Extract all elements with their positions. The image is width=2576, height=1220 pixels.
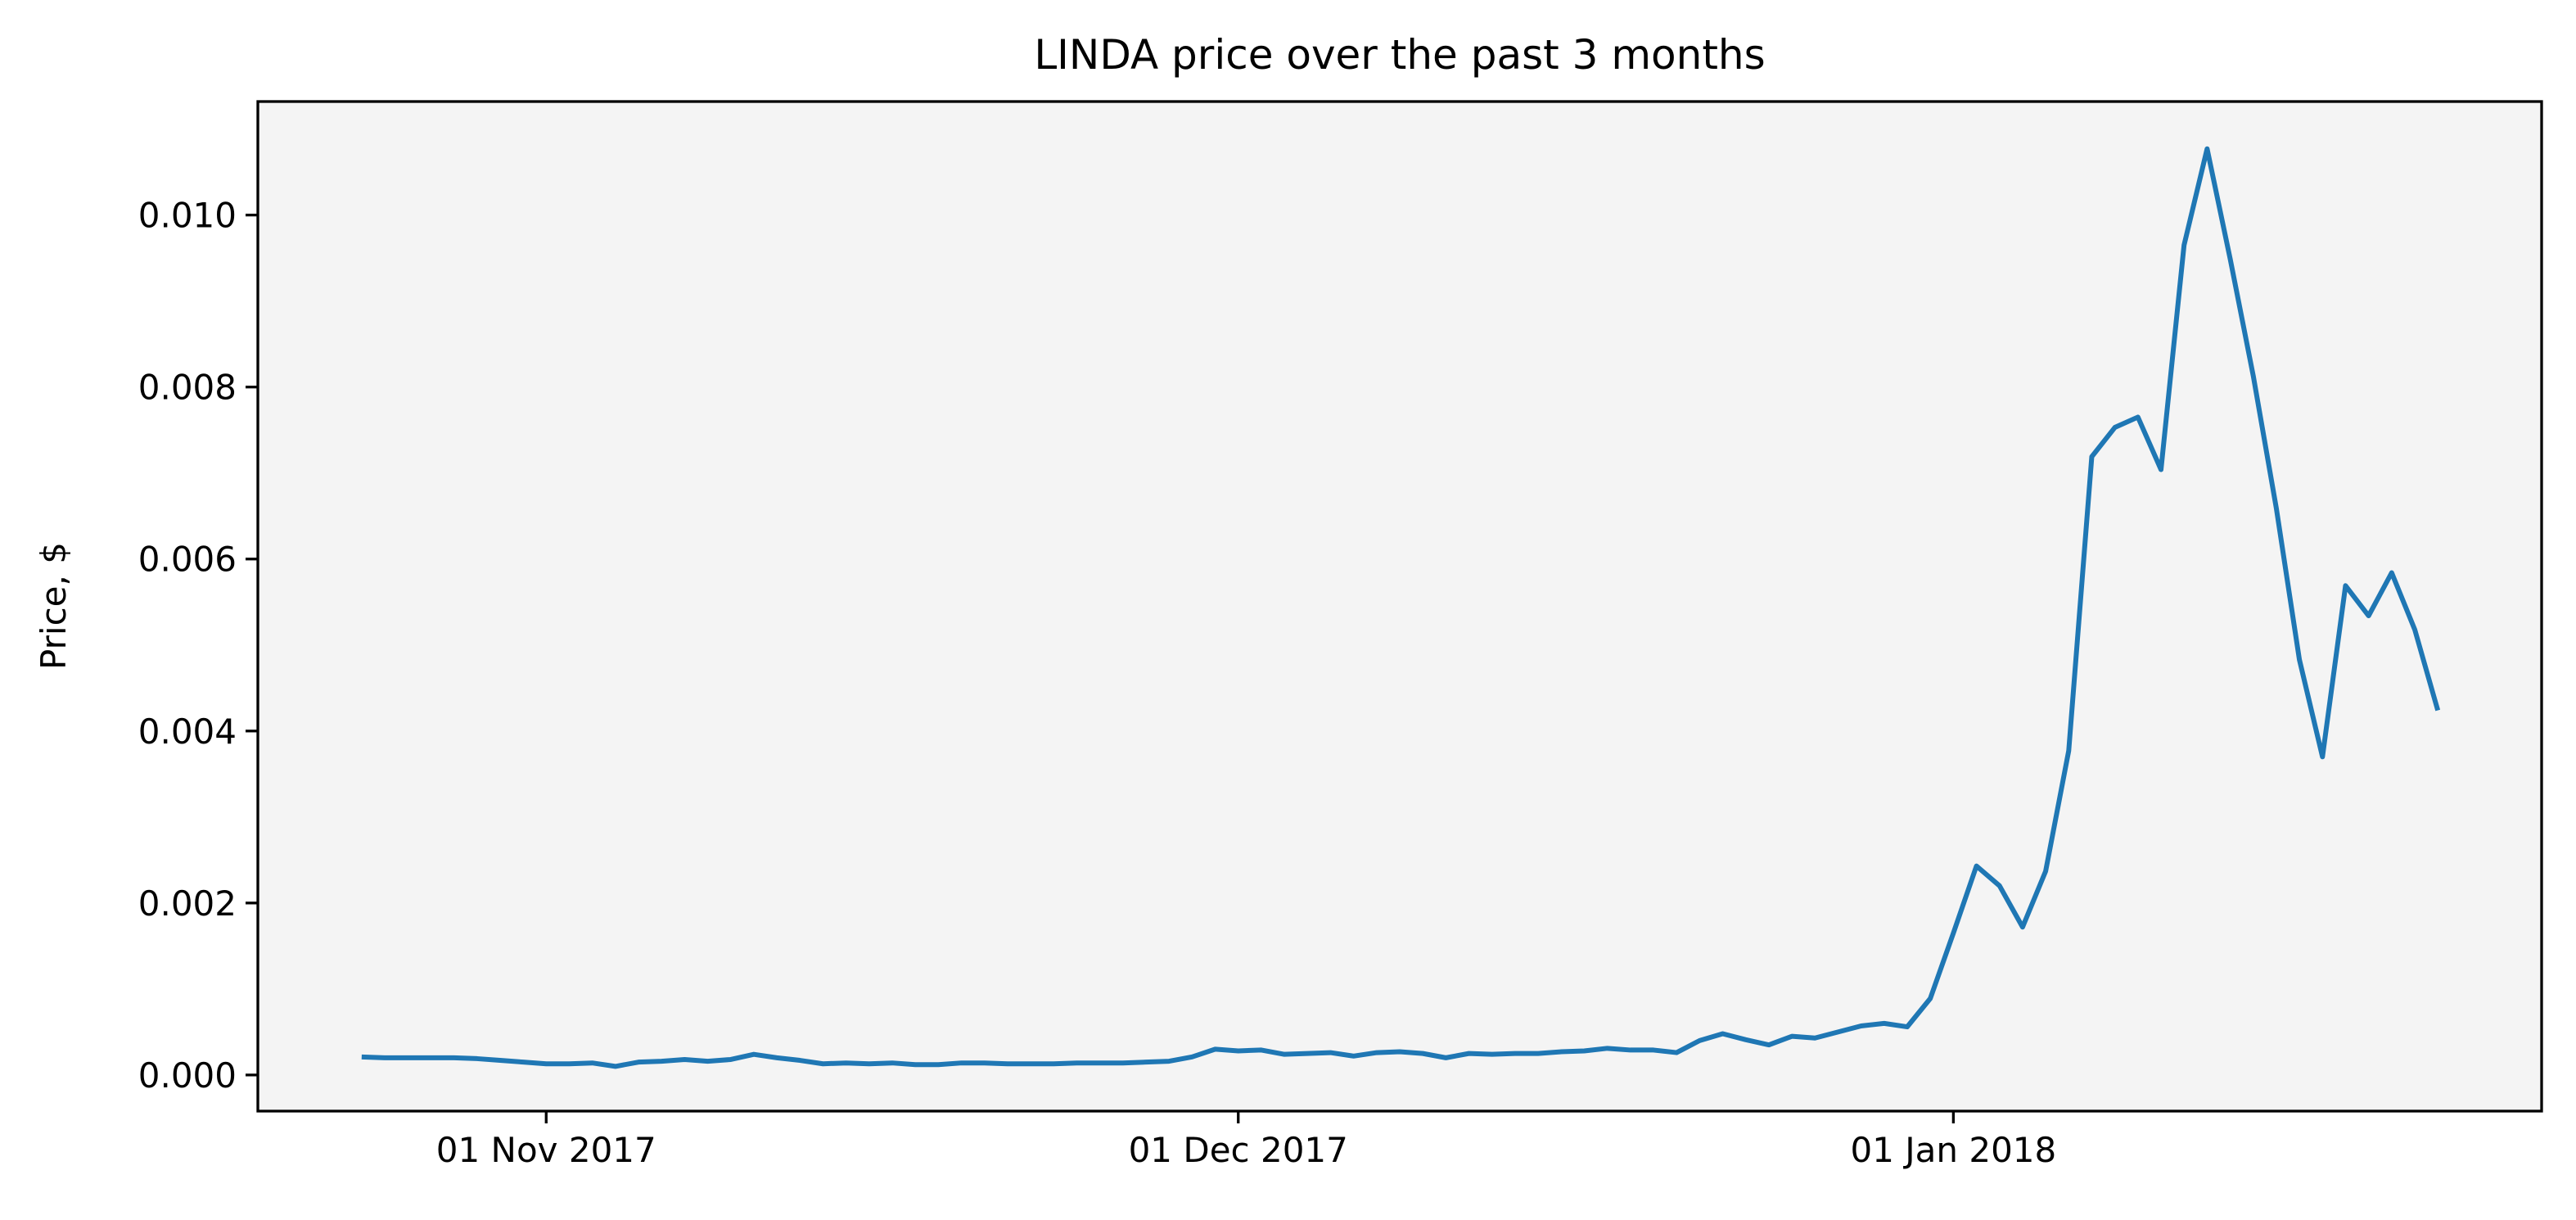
x-tick-label: 01 Jan 2018 (1850, 1130, 2056, 1170)
x-tick-label: 01 Dec 2017 (1129, 1130, 1348, 1170)
y-tick-label: 0.004 (138, 712, 237, 752)
y-tick-label: 0.006 (138, 540, 237, 580)
y-tick-label: 0.002 (138, 883, 237, 924)
axes-frame (256, 100, 2543, 1113)
plot-area (258, 102, 2542, 1111)
y-tick-label: 0.000 (138, 1055, 237, 1096)
y-tick-label: 0.010 (138, 196, 237, 236)
price-line (361, 146, 2441, 1069)
y-axis-label: Price, $ (34, 542, 74, 670)
y-tick-label: 0.008 (138, 368, 237, 408)
chart-title: LINDA price over the past 3 months (1034, 31, 1765, 79)
x-tick-label: 01 Nov 2017 (436, 1130, 656, 1170)
